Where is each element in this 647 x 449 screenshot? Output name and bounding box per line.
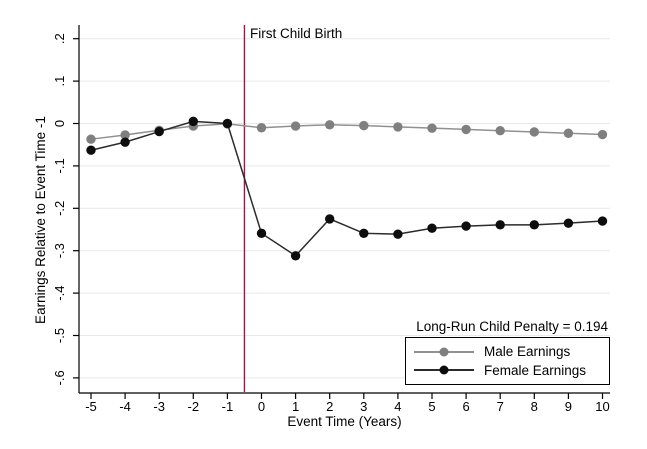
x-tick-label: 3 <box>360 399 367 414</box>
y-tick-label: -.6 <box>52 370 67 385</box>
y-tick-label: -.1 <box>52 158 67 173</box>
data-point-male <box>495 126 505 136</box>
legend-item-female: Female Earnings <box>414 363 601 378</box>
data-point-male <box>86 134 96 144</box>
x-tick-label: -3 <box>153 399 165 414</box>
data-point-female <box>154 126 164 137</box>
legend-label-male: Male Earnings <box>484 344 571 360</box>
data-point-female <box>256 228 267 239</box>
data-point-male <box>461 124 471 135</box>
x-tick-label: 6 <box>462 399 469 414</box>
data-point-female <box>393 229 403 239</box>
data-point-male <box>256 123 267 133</box>
x-tick-label: -5 <box>85 399 97 414</box>
x-tick-label: -2 <box>188 399 200 414</box>
data-point-female <box>359 228 369 239</box>
data-point-male <box>359 120 369 131</box>
x-tick-label: 2 <box>326 399 333 414</box>
x-tick-label: 5 <box>428 399 435 414</box>
data-point-male <box>563 128 574 138</box>
y-axis-title: Earnings Relative to Event Time -1 <box>33 116 48 324</box>
y-tick-label: -.3 <box>52 243 67 258</box>
data-point-female <box>222 118 233 129</box>
data-point-female <box>495 220 505 230</box>
data-point-female <box>290 251 301 261</box>
legend: Male Earnings Female Earnings <box>405 337 610 385</box>
x-axis-title: Event Time (Years) <box>287 414 402 429</box>
data-point-female <box>529 220 539 230</box>
data-point-female <box>563 218 574 228</box>
data-point-male <box>325 120 335 130</box>
data-point-male <box>393 122 403 132</box>
x-tick-label: 4 <box>394 399 401 414</box>
data-point-female <box>461 221 471 231</box>
x-tick-label: 9 <box>565 399 572 414</box>
event-line-label: First Child Birth <box>250 26 343 41</box>
legend-item-male: Male Earnings <box>414 344 601 359</box>
x-tick-label: 8 <box>531 399 538 414</box>
series-line-female <box>90 120 603 257</box>
series-line-male <box>90 123 603 140</box>
data-point-female <box>188 116 198 127</box>
male-line-sample <box>414 346 474 358</box>
data-point-female <box>427 223 437 233</box>
y-tick-label: 0 <box>52 120 67 127</box>
x-tick-label: 10 <box>595 399 609 414</box>
child-penalty-annotation: Long-Run Child Penalty = 0.194 <box>416 319 608 334</box>
x-tick-label: 1 <box>292 399 299 414</box>
data-point-female <box>120 137 130 147</box>
data-point-male <box>120 130 130 140</box>
x-tick-label: 7 <box>497 399 504 414</box>
y-tick-label: -.5 <box>52 328 67 343</box>
x-tick-label: 0 <box>258 399 265 414</box>
female-marker-icon <box>439 365 449 375</box>
female-line-sample <box>414 364 474 376</box>
data-point-male <box>597 129 608 140</box>
data-point-female <box>86 145 96 155</box>
data-point-female <box>325 214 335 224</box>
male-marker-icon <box>439 347 449 357</box>
y-tick-label: .1 <box>52 76 67 87</box>
data-point-male <box>529 127 539 137</box>
y-tick-label: -.4 <box>52 286 67 301</box>
legend-label-female: Female Earnings <box>484 362 587 378</box>
x-tick-label: -1 <box>222 399 234 414</box>
y-tick-label: .2 <box>52 33 67 44</box>
data-point-female <box>597 216 608 226</box>
x-tick-label: -4 <box>119 399 131 414</box>
y-tick-label: -.2 <box>52 201 67 216</box>
data-point-male <box>427 123 437 133</box>
data-point-male <box>290 121 301 131</box>
